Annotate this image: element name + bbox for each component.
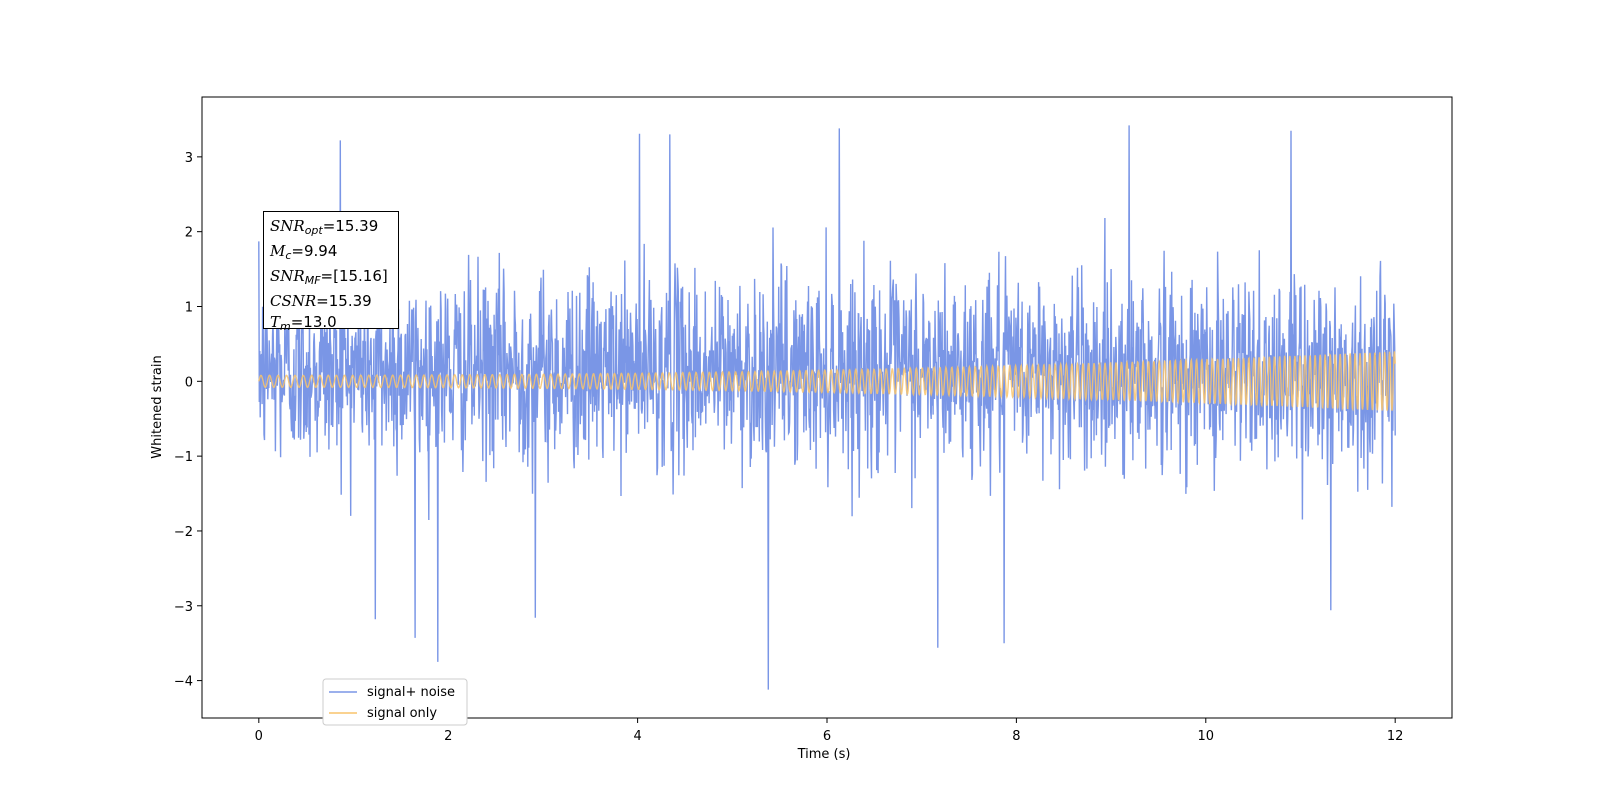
plot-area (258, 125, 1396, 690)
info-tm: Tm=13.0 (270, 313, 337, 333)
legend: signal+ noise signal only (322, 678, 468, 726)
x-tick-label: 12 (1387, 729, 1404, 744)
y-tick-label: −4 (174, 675, 193, 690)
legend-label-signal: signal only (367, 706, 437, 721)
y-tick-label: 3 (185, 151, 193, 166)
x-tick-label: 8 (1012, 729, 1020, 744)
x-tick-label: 6 (823, 729, 831, 744)
y-tick-label: −1 (174, 450, 193, 465)
x-tick-label: 10 (1198, 729, 1215, 744)
x-axis-label: Time (s) (797, 747, 851, 762)
info-chirp-mass: Mc=9.94 (270, 242, 338, 262)
info-snr-mf: SNRMF=[15.16] (270, 267, 388, 287)
info-snr-opt: SNRopt=15.39 (270, 217, 379, 237)
x-tick-label: 0 (255, 729, 263, 744)
legend-box (322, 678, 468, 726)
y-tick-label: 0 (185, 375, 193, 390)
x-tick-label: 2 (444, 729, 452, 744)
y-tick-label: −3 (174, 600, 193, 615)
info-csnr: CSNR=15.39 (270, 292, 372, 310)
y-axis-ticks: −4 −3 −2 −1 0 1 2 3 (174, 151, 202, 690)
snr-info-box: SNRopt=15.39 Mc=9.94 SNRMF=[15.16] CSNR=… (263, 211, 399, 333)
x-tick-label: 4 (633, 729, 641, 744)
signal-only-line (258, 351, 1396, 412)
y-axis-label: Whitened strain (150, 355, 165, 458)
y-tick-label: 2 (185, 226, 193, 241)
y-tick-label: −2 (174, 525, 193, 540)
y-tick-label: 1 (185, 300, 193, 315)
legend-label-noise: signal+ noise (367, 685, 455, 700)
